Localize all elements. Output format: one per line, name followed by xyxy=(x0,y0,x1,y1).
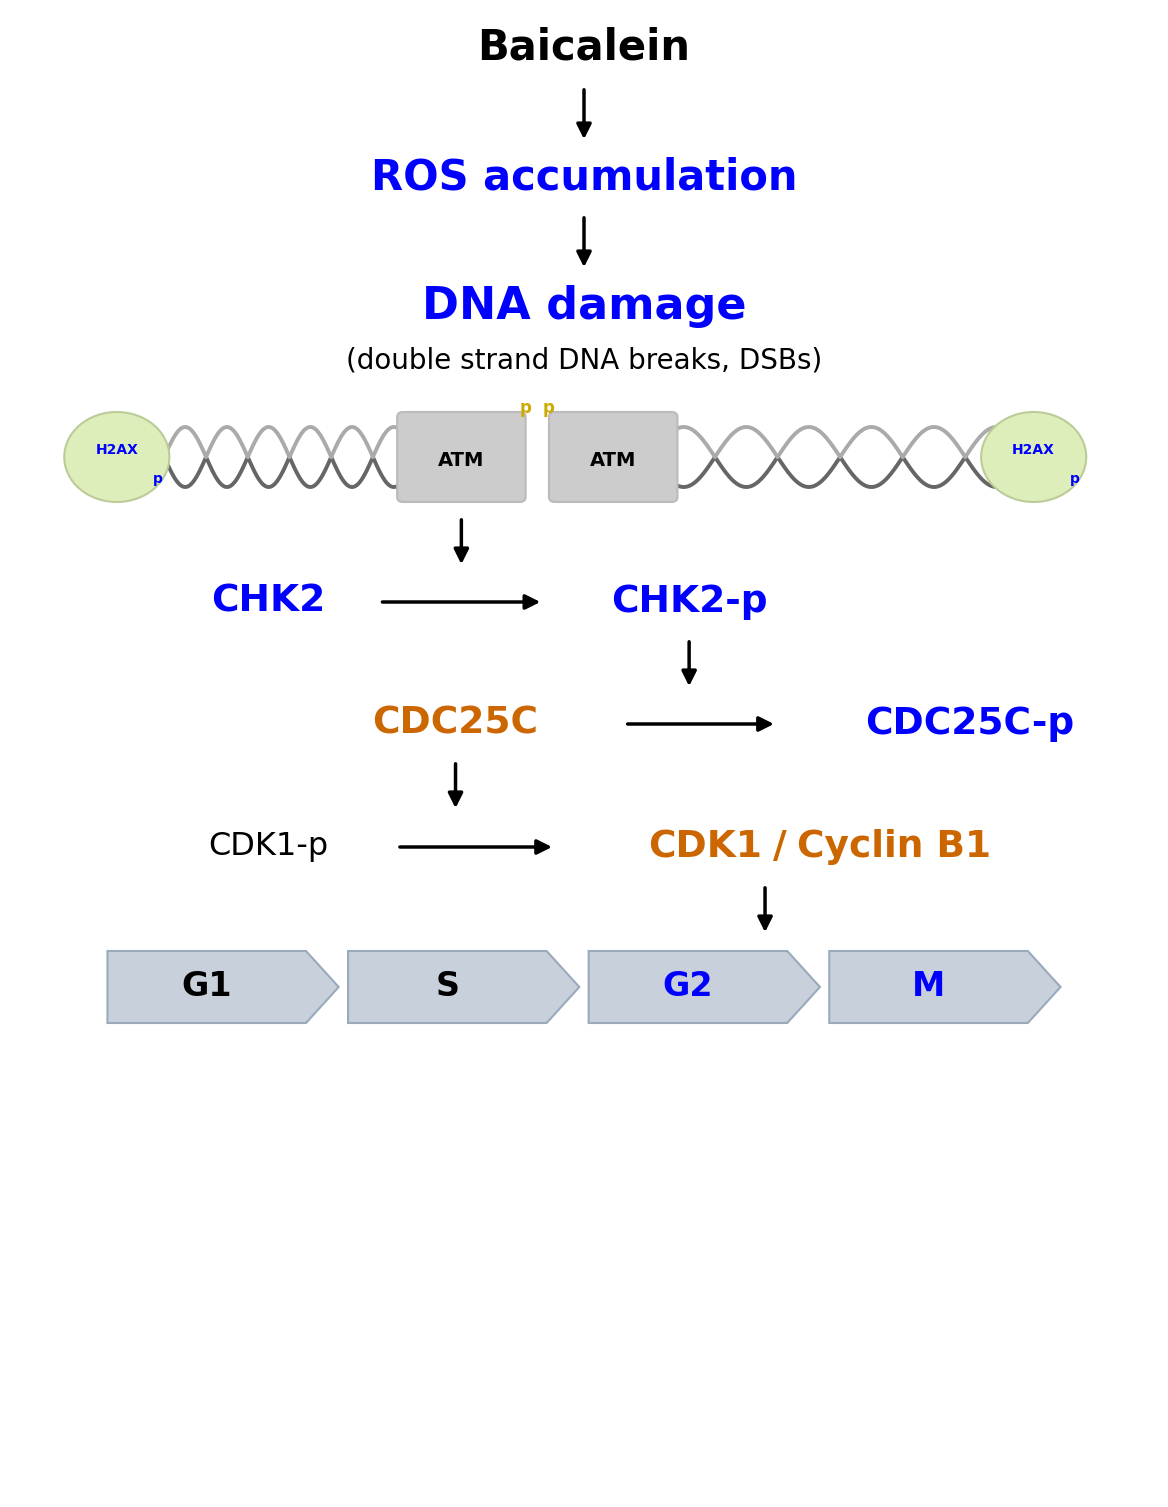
Text: M: M xyxy=(912,971,945,1004)
Text: DNA damage: DNA damage xyxy=(422,285,746,329)
Text: G1: G1 xyxy=(181,971,232,1004)
Text: Baicalein: Baicalein xyxy=(478,26,690,68)
Text: ATM: ATM xyxy=(438,451,485,470)
Text: ATM: ATM xyxy=(590,451,637,470)
Text: CDC25C: CDC25C xyxy=(373,705,538,741)
Text: ROS accumulation: ROS accumulation xyxy=(370,157,798,197)
FancyBboxPatch shape xyxy=(397,411,526,502)
FancyBboxPatch shape xyxy=(549,411,677,502)
Text: H2AX: H2AX xyxy=(1013,443,1055,457)
Circle shape xyxy=(64,411,169,502)
Text: /: / xyxy=(773,829,787,865)
Text: CDK1: CDK1 xyxy=(648,829,763,865)
Polygon shape xyxy=(829,951,1061,1023)
Text: CHK2-p: CHK2-p xyxy=(611,585,767,619)
Polygon shape xyxy=(107,951,339,1023)
Polygon shape xyxy=(589,951,820,1023)
Text: Cyclin B1: Cyclin B1 xyxy=(797,829,990,865)
Text: p: p xyxy=(520,399,531,417)
Text: p: p xyxy=(1070,472,1079,485)
Text: G2: G2 xyxy=(662,971,714,1004)
Text: CDC25C-p: CDC25C-p xyxy=(864,705,1075,741)
Text: H2AX: H2AX xyxy=(96,443,138,457)
Text: p: p xyxy=(153,472,162,485)
Text: CHK2: CHK2 xyxy=(211,585,326,619)
Text: (double strand DNA breaks, DSBs): (double strand DNA breaks, DSBs) xyxy=(346,347,822,374)
Text: p: p xyxy=(543,399,555,417)
Text: CDK1-p: CDK1-p xyxy=(209,832,328,862)
Circle shape xyxy=(981,411,1086,502)
Text: S: S xyxy=(436,971,459,1004)
Polygon shape xyxy=(348,951,579,1023)
